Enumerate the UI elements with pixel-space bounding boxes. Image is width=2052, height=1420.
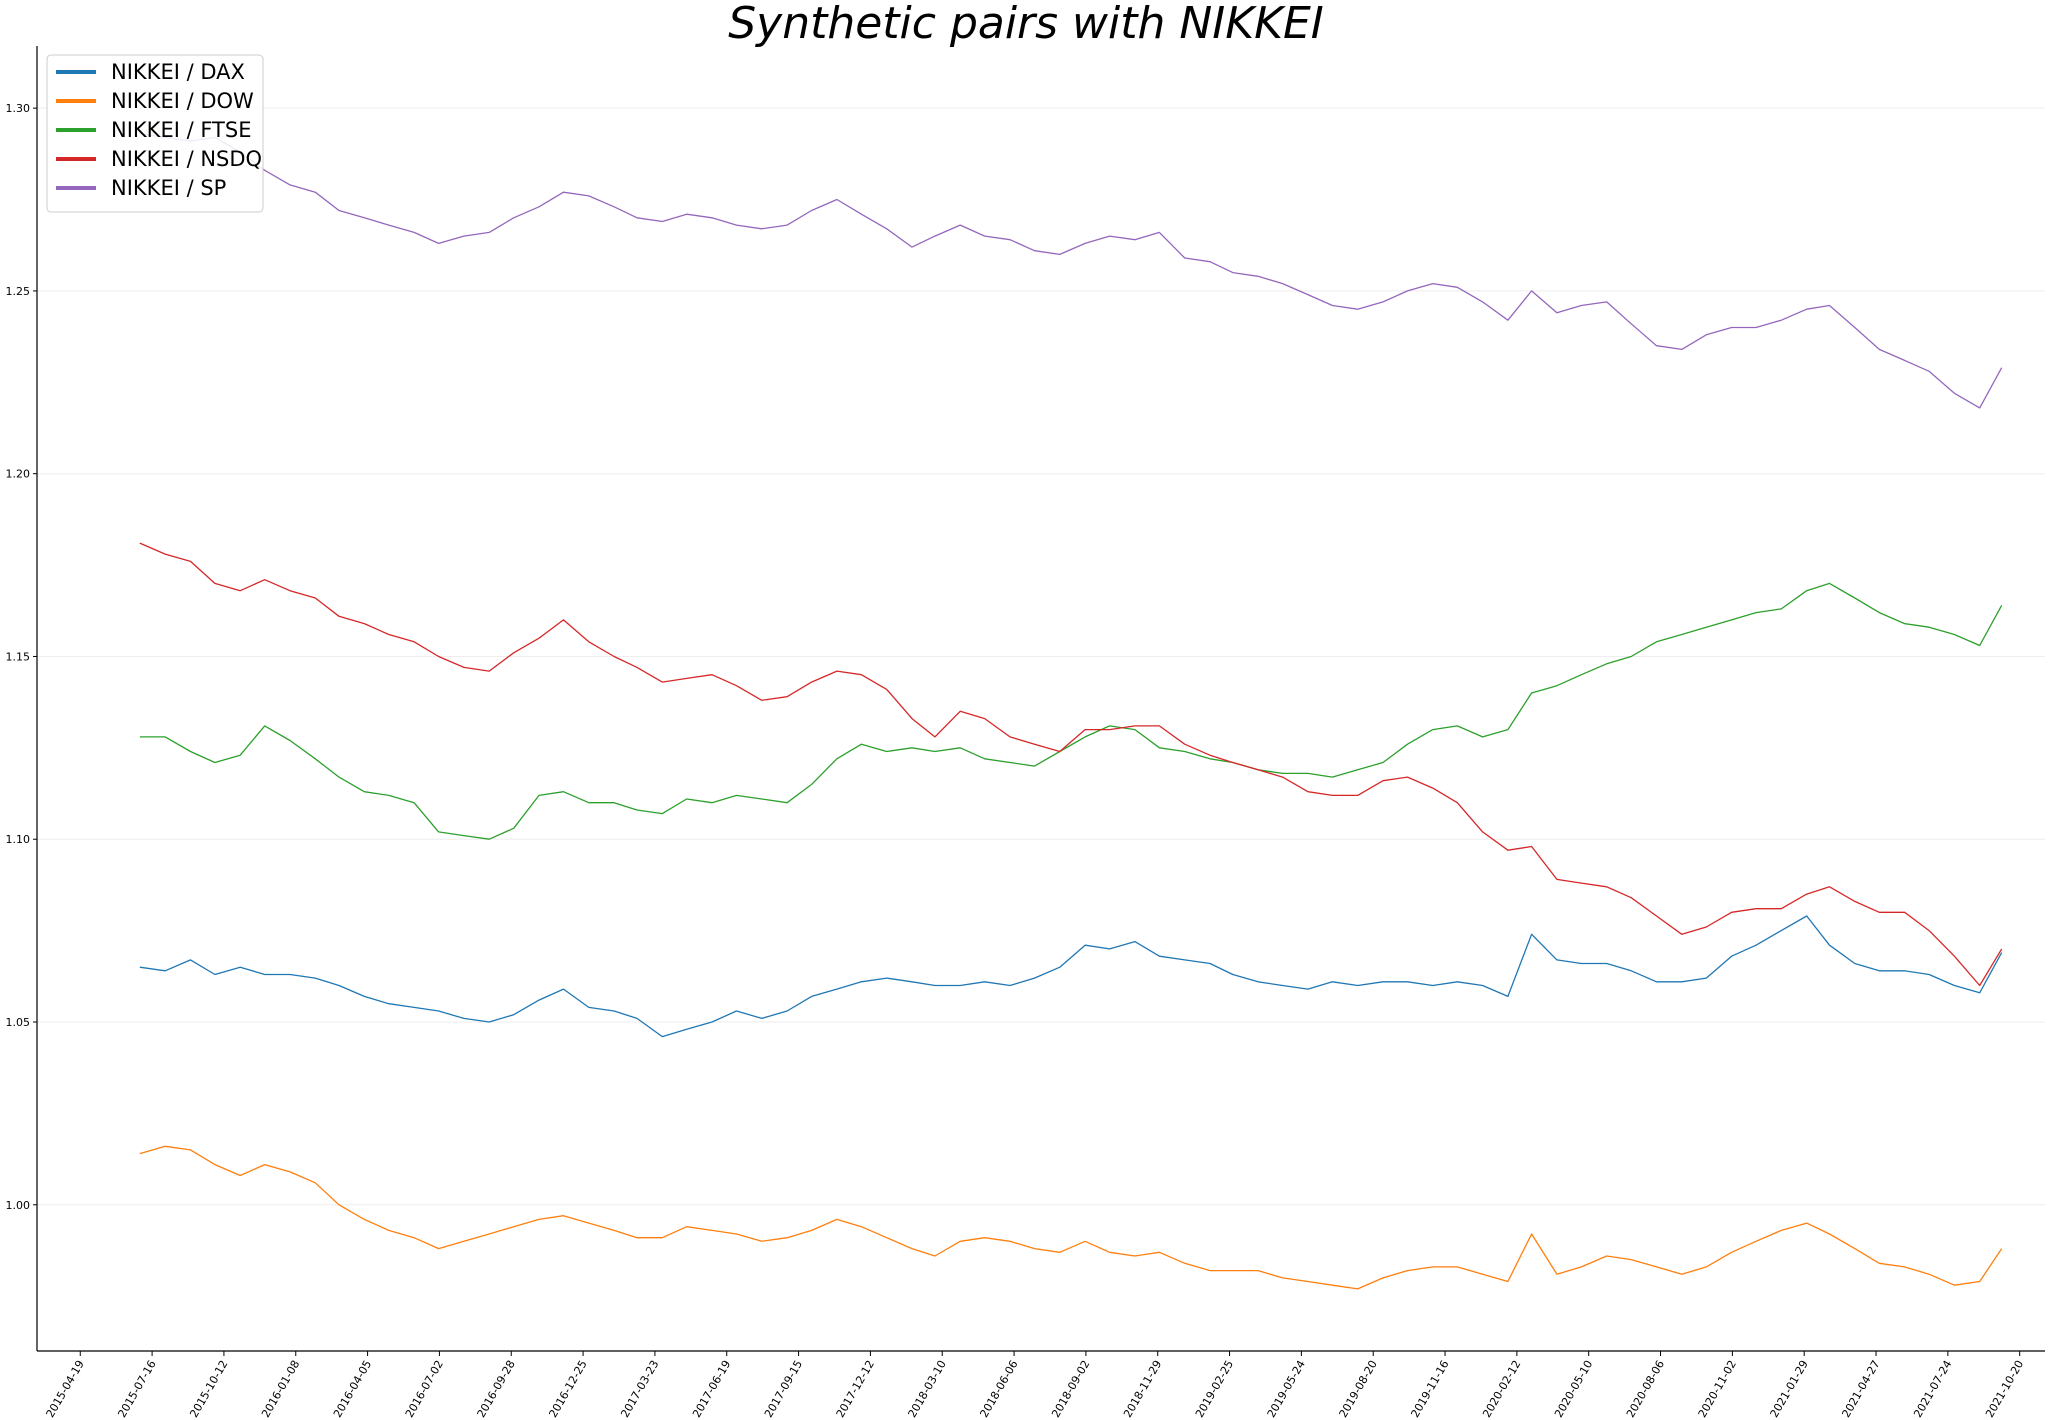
x-tick-label: 2021-04-27 — [1839, 1358, 1882, 1420]
legend-label: NIKKEI / FTSE — [111, 118, 251, 142]
x-tick-label: 2015-07-16 — [115, 1358, 158, 1420]
series-lines — [139, 133, 2003, 1290]
series-line — [139, 1145, 2003, 1290]
series-line — [139, 582, 2003, 840]
y-tick-label: 1.10 — [6, 833, 31, 846]
tick-labels: 1.00 1.05 1.10 1.15 1.20 1.25 1.30 2015-04-19 20… — [6, 102, 2027, 1420]
x-tick-label: 2020-08-06 — [1624, 1358, 1667, 1420]
x-tick-label: 2015-10-12 — [187, 1358, 230, 1420]
x-tick-label: 2019-11-16 — [1408, 1358, 1451, 1420]
legend-box — [46, 54, 264, 213]
legend-label: NIKKEI / SP — [111, 176, 226, 200]
x-tick-label: 2016-09-28 — [475, 1358, 518, 1420]
x-tick-label: 2019-02-25 — [1193, 1358, 1236, 1420]
x-tick-label: 2021-10-20 — [1983, 1358, 2026, 1420]
x-tick-label: 2017-06-19 — [690, 1358, 733, 1420]
x-tick-label: 2018-06-06 — [977, 1358, 1020, 1420]
x-tick-label: 2018-09-02 — [1049, 1358, 1092, 1420]
x-tick-label: 2017-03-23 — [618, 1358, 661, 1420]
x-tick-label: 2019-08-20 — [1337, 1358, 1380, 1420]
gridlines — [37, 107, 2045, 1206]
x-tick-label: 2018-03-10 — [906, 1358, 949, 1420]
x-tick-label: 2020-05-10 — [1552, 1358, 1595, 1420]
x-tick-label: 2019-05-24 — [1265, 1358, 1308, 1420]
legend-label: NIKKEI / DAX — [111, 60, 245, 84]
legend-label: NIKKEI / DOW — [111, 89, 254, 113]
series-line — [139, 915, 2003, 1038]
legend-label: NIKKEI / NSDQ — [111, 147, 262, 171]
x-tick-label: 2015-04-19 — [44, 1358, 87, 1420]
y-tick-label: 1.00 — [6, 1199, 31, 1212]
x-tick-label: 2016-04-05 — [331, 1358, 374, 1420]
y-tick-label: 1.05 — [6, 1016, 31, 1029]
x-tick-label: 2021-07-24 — [1911, 1358, 1954, 1420]
x-tick-label: 2016-12-25 — [546, 1358, 589, 1420]
y-tick-label: 1.30 — [6, 102, 31, 115]
y-tick-label: 1.25 — [6, 285, 31, 298]
series-line — [139, 542, 2003, 987]
y-tick-label: 1.20 — [6, 468, 31, 481]
chart-title: Synthetic pairs with NIKKEI — [728, 0, 1324, 49]
x-tick-label: 2017-12-12 — [834, 1358, 877, 1420]
x-tick-label: 2020-02-12 — [1480, 1358, 1523, 1420]
x-tick-label: 2017-09-15 — [762, 1358, 805, 1420]
x-tick-label: 2018-11-29 — [1121, 1358, 1164, 1420]
x-tick-label: 2016-07-02 — [403, 1358, 446, 1420]
x-tick-label: 2021-01-29 — [1768, 1358, 1811, 1420]
x-tick-label: 2020-11-02 — [1696, 1358, 1739, 1420]
y-tick-label: 1.15 — [6, 650, 31, 663]
x-tick-label: 2016-01-08 — [259, 1358, 302, 1420]
axes — [33, 46, 2045, 1356]
series-line — [139, 133, 2003, 409]
legend: NIKKEI / DAX NIKKEI / DOW NIKKEI / FTSE NIK… — [46, 54, 264, 213]
